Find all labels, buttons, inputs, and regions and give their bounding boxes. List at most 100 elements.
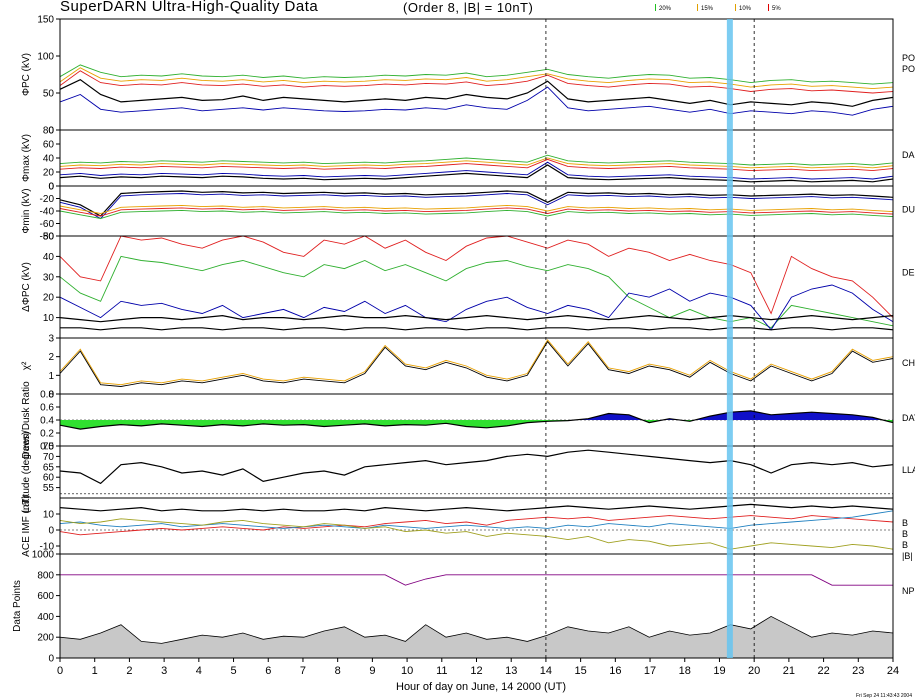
series-line bbox=[59, 64, 894, 85]
series-line bbox=[59, 515, 894, 536]
right-label: NP bbox=[902, 586, 915, 596]
figure-subtitle: (Order 8, |B| = 10nT) bbox=[403, 0, 534, 15]
series-line bbox=[59, 503, 894, 512]
y-tick-label: 0 bbox=[48, 526, 54, 537]
ratio-dusk-area bbox=[60, 410, 893, 420]
y-tick-label: 50 bbox=[43, 232, 55, 243]
legend-item: 20% bbox=[655, 4, 671, 12]
y-axis-label: Dawn/Dusk Ratio bbox=[21, 381, 32, 459]
x-axis: 0 1 2 3 4 5 6 7 8 9 10 11 12 13 14 15 16 17 18 19 20 21 22 23 24 bbox=[57, 658, 899, 677]
series-line bbox=[59, 154, 894, 166]
x-tick-label: 21 bbox=[783, 665, 795, 677]
right-label: DE bbox=[902, 268, 915, 278]
legend-swatch bbox=[655, 4, 656, 11]
y-tick-label: 1000 bbox=[32, 550, 55, 561]
x-tick-label: 15 bbox=[575, 665, 587, 677]
y-tick-label: 1 bbox=[48, 371, 54, 382]
right-label: LLA bbox=[902, 465, 915, 475]
highlight-band bbox=[726, 19, 733, 658]
right-label: DU bbox=[902, 205, 915, 215]
series-line bbox=[59, 339, 894, 386]
series-line bbox=[60, 574, 893, 586]
y-tick-label: 20 bbox=[43, 168, 55, 179]
series-line bbox=[59, 314, 894, 323]
x-tick-label: 6 bbox=[265, 665, 271, 677]
series-line bbox=[59, 193, 894, 220]
y-tick-label: -60 bbox=[40, 219, 55, 230]
y-tick-label: 600 bbox=[37, 591, 54, 602]
x-tick-label: 12 bbox=[470, 665, 482, 677]
y-tick-label: 0 bbox=[48, 182, 54, 193]
y-tick-label: 70 bbox=[43, 452, 55, 463]
y-axis-label: Φmin (kV) bbox=[21, 188, 32, 233]
legend-label: 20% bbox=[659, 6, 672, 12]
legend-swatch bbox=[735, 4, 736, 11]
right-label: PO bbox=[902, 53, 915, 63]
series-line bbox=[59, 340, 894, 387]
y-tick-label: 0.2 bbox=[40, 429, 54, 440]
right-label: DAY bbox=[902, 413, 915, 423]
series-area bbox=[59, 615, 894, 659]
right-label: PO bbox=[902, 64, 915, 74]
series-line bbox=[59, 157, 894, 169]
x-tick-label: 14 bbox=[540, 665, 552, 677]
x-tick-label: 24 bbox=[887, 665, 899, 677]
right-label: CH bbox=[902, 358, 915, 368]
y-tick-label: 0.4 bbox=[40, 416, 54, 427]
y-tick-label: 40 bbox=[43, 252, 55, 263]
y-tick-label: 10 bbox=[43, 313, 55, 324]
series-line bbox=[59, 510, 894, 529]
series-line bbox=[59, 67, 894, 90]
series-line bbox=[59, 161, 894, 180]
series-line bbox=[59, 209, 894, 219]
y-axis-label: Latitude (degrees) bbox=[21, 431, 32, 512]
y-tick-label: 150 bbox=[37, 15, 54, 26]
legend-label: 10% bbox=[739, 6, 752, 12]
x-tick-label: 11 bbox=[436, 665, 447, 677]
y-tick-label: 100 bbox=[37, 52, 54, 63]
x-axis-label: Hour of day on June, 14 2000 (UT) bbox=[396, 681, 566, 693]
y-tick-label: 0 bbox=[48, 390, 54, 401]
right-label: B bbox=[902, 540, 908, 550]
y-tick-label: 800 bbox=[37, 570, 54, 581]
y-axis-label: χ² bbox=[21, 361, 32, 370]
y-tick-label: 40 bbox=[43, 154, 55, 165]
y-tick-label: 75 bbox=[43, 442, 55, 453]
y-tick-label: 200 bbox=[37, 633, 54, 644]
x-tick-label: 5 bbox=[230, 665, 236, 677]
x-tick-label: 23 bbox=[852, 665, 864, 677]
y-tick-label: 0 bbox=[48, 182, 54, 193]
y-tick-label: 0.6 bbox=[40, 403, 54, 414]
series-line bbox=[59, 79, 894, 107]
y-tick-label: 2 bbox=[48, 352, 54, 363]
x-tick-label: 7 bbox=[300, 665, 306, 677]
x-tick-label: 10 bbox=[401, 665, 413, 677]
y-tick-label: 0.0 bbox=[40, 442, 54, 453]
y-tick-label: 10 bbox=[43, 510, 55, 521]
series-line bbox=[59, 86, 894, 116]
legend-label: 15% bbox=[701, 6, 714, 12]
y-tick-label: 400 bbox=[37, 612, 54, 623]
x-tick-label: 9 bbox=[369, 665, 375, 677]
x-tick-label: 17 bbox=[644, 665, 656, 677]
x-tick-label: 8 bbox=[335, 665, 341, 677]
y-tick-label: 0 bbox=[48, 654, 54, 665]
y-tick-label: 80 bbox=[43, 126, 55, 137]
x-tick-label: 2 bbox=[126, 665, 132, 677]
y-axis-label: ACE IMF (nT) bbox=[21, 495, 32, 557]
y-tick-label: 60 bbox=[43, 140, 55, 151]
series-line bbox=[59, 449, 894, 485]
x-tick-label: 19 bbox=[713, 665, 725, 677]
series-line bbox=[60, 327, 894, 331]
timestamp-stamp: Fri Sep 24 11:43:43 2004 bbox=[855, 693, 912, 699]
legend-swatch bbox=[768, 4, 769, 11]
y-tick-label: -40 bbox=[40, 207, 55, 218]
y-tick-label: 55 bbox=[43, 483, 55, 494]
legend-item: 5% bbox=[768, 4, 781, 12]
y-tick-label: -20 bbox=[40, 194, 55, 205]
figure-title: SuperDARN Ultra-High-Quality Data bbox=[60, 0, 319, 15]
y-tick-label: 50 bbox=[43, 89, 55, 100]
right-label: B bbox=[902, 518, 908, 528]
y-tick-label: 3 bbox=[48, 334, 54, 345]
